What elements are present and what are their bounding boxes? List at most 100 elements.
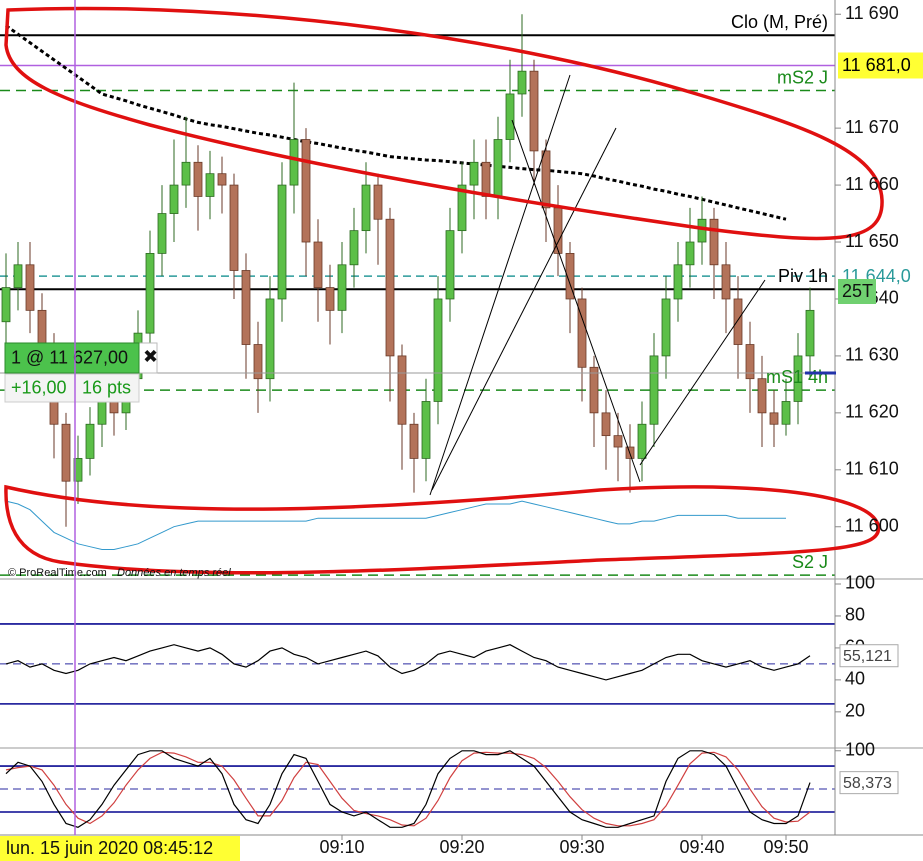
order-pnl-box	[4, 373, 140, 403]
candle-body	[25, 264, 35, 311]
candle-body	[85, 423, 95, 459]
y-tick-label: 80	[845, 605, 865, 625]
candle-body	[421, 401, 431, 459]
current-value-box	[839, 644, 899, 668]
candle-body	[37, 309, 47, 345]
y-tick-label: 11 670	[845, 117, 899, 137]
candle-body	[325, 287, 335, 311]
tick-counter-box	[838, 279, 876, 304]
order-pts: 16 pts	[82, 378, 131, 398]
candle-body	[361, 184, 371, 232]
candle-body	[169, 184, 179, 214]
candle-body	[289, 139, 299, 186]
candle-body	[277, 184, 287, 300]
y-tick-label: 11 610	[845, 459, 899, 479]
level-name: Piv 1h	[778, 266, 828, 286]
candle-body	[217, 173, 227, 186]
source: © ProRealTime.com	[8, 567, 107, 579]
candle-body	[457, 184, 467, 232]
y-tick-label: 11 630	[845, 345, 899, 365]
candle-body	[745, 344, 755, 380]
y-tick-label: 11 660	[845, 174, 899, 194]
current-value: 55,121	[843, 648, 892, 665]
candle-body	[97, 401, 107, 425]
y-tick-label: 100	[845, 740, 875, 760]
rsi-panel	[0, 623, 835, 705]
candle-body	[565, 253, 575, 300]
x-tick-label: 09:20	[439, 837, 484, 857]
y-tick-label: 11 650	[845, 231, 899, 251]
annotations	[4, 6, 884, 575]
indicator-line	[5, 644, 811, 681]
candle-body	[697, 218, 707, 243]
order-label: 1 @ 11 627,00	[11, 348, 128, 368]
indicator-line	[5, 750, 811, 828]
candle-body	[673, 264, 683, 300]
y-tick-label: 11 690	[845, 3, 899, 23]
price-panel	[0, 14, 835, 576]
x-tick-label: 09:40	[679, 837, 724, 857]
trend-line	[639, 279, 766, 466]
candle-body	[649, 355, 659, 425]
candle-body	[769, 412, 779, 425]
candle-body	[781, 401, 791, 425]
candle-body	[757, 378, 767, 414]
price-tag-label: 11 681,0	[842, 55, 911, 75]
candle-body	[109, 401, 119, 414]
candle-body	[793, 355, 803, 402]
crosshair-label-box	[0, 836, 240, 861]
candle-body	[661, 298, 671, 357]
candle-body	[13, 264, 23, 288]
level-name: Clo (M, Pré)	[731, 12, 828, 32]
candle-body	[313, 241, 323, 288]
candle-body	[469, 161, 479, 186]
trend-line	[431, 127, 617, 491]
candle-body	[181, 161, 191, 186]
candle-body	[493, 139, 503, 197]
candle-body	[61, 423, 71, 482]
price-tag	[838, 52, 923, 79]
candle-body	[409, 423, 419, 459]
x-tick-label: 09:10	[319, 837, 364, 857]
x-tick-label: 09:50	[763, 837, 808, 857]
candle-body	[1, 287, 11, 323]
crosshair-label: lun. 15 juin 2020 08:45:12	[6, 838, 213, 858]
candle-body	[301, 139, 311, 243]
source-note: Données en temps réel	[117, 567, 231, 579]
candle-body	[709, 218, 719, 266]
candle-body	[517, 70, 527, 95]
candle-body	[385, 218, 395, 357]
candle-body	[397, 355, 407, 425]
candle-body	[637, 423, 647, 459]
candle-body	[433, 298, 443, 402]
highlight-ellipse	[4, 484, 881, 575]
y-tick-label: 40	[845, 669, 865, 689]
level-name: S2 J	[792, 552, 828, 572]
order-cancel: ✖	[143, 347, 158, 367]
level-name: mS1 4h	[766, 367, 828, 387]
highlight-ellipse	[4, 6, 884, 241]
candle-body	[193, 161, 203, 197]
candle-body	[601, 412, 611, 437]
trend-line	[511, 119, 641, 483]
candle-body	[241, 270, 251, 345]
level-name: mS2 J	[777, 67, 828, 87]
candle-body	[205, 173, 215, 197]
x-tick-label: 09:30	[559, 837, 604, 857]
candle-body	[577, 298, 587, 368]
stochastic-panel	[0, 750, 835, 828]
candle-body	[145, 253, 155, 334]
y-tick-label: 11 620	[845, 402, 899, 422]
candle-body	[445, 230, 455, 300]
candle-body	[373, 184, 383, 220]
y-tick-label: 20	[845, 701, 865, 721]
candle-body	[349, 230, 359, 266]
candle-body	[805, 309, 815, 357]
candle-body	[721, 264, 731, 300]
current-value: 58,373	[843, 775, 892, 792]
candle-body	[589, 366, 599, 414]
